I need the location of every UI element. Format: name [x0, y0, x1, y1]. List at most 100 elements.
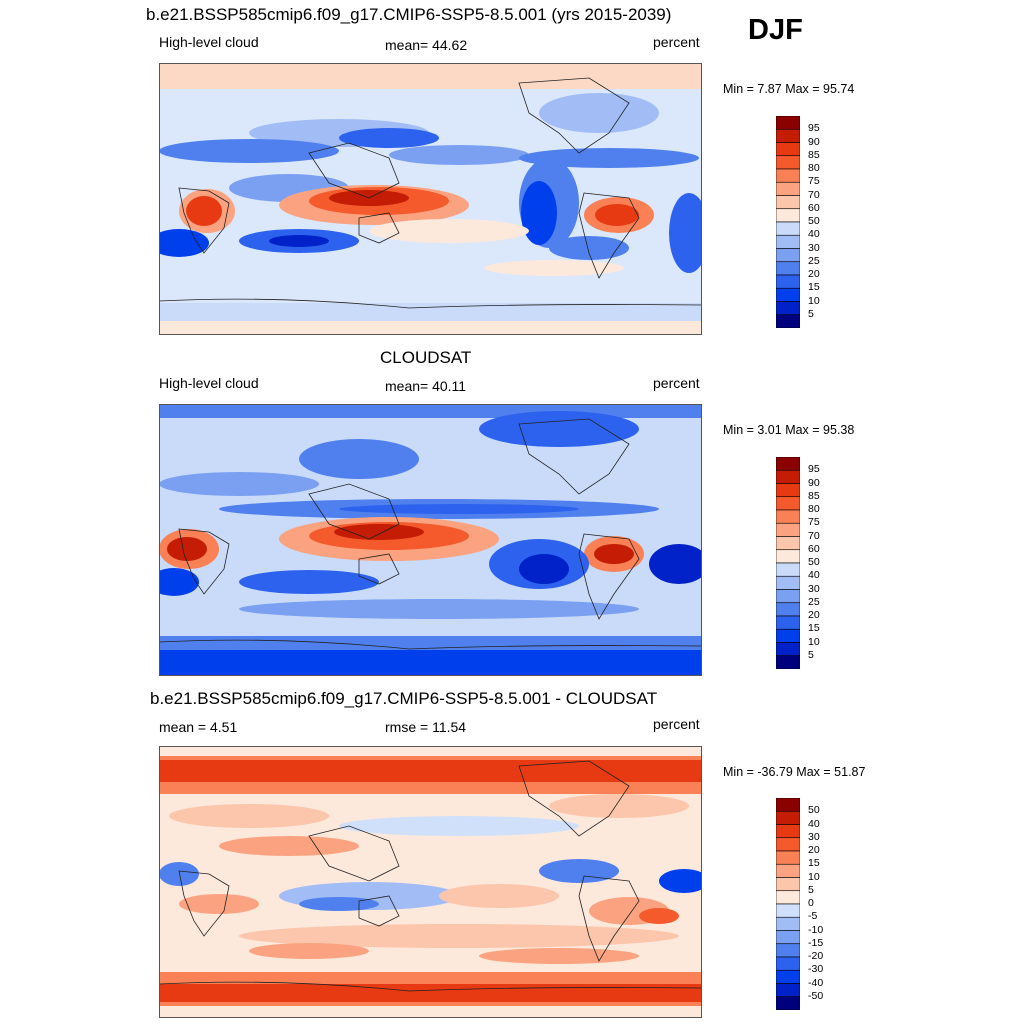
colorbar-tick-label: 85 [808, 489, 820, 502]
colorbar-tick-label: 80 [808, 503, 820, 515]
colorbar-tick-label: 75 [808, 175, 820, 188]
colorbar-tick-label: -20 [808, 950, 824, 962]
colorbar-swatch [776, 155, 800, 170]
colorbar-swatch [776, 248, 800, 263]
colorbar-tick-label: -40 [808, 976, 824, 989]
colorbar-swatch [776, 457, 800, 471]
panel1-variable-label: High-level cloud [159, 34, 259, 50]
colorbar-swatch [776, 522, 800, 537]
colorbar-swatch [776, 615, 800, 630]
colorbar-swatch [776, 261, 800, 276]
colorbar-tick-label: 20 [808, 609, 820, 621]
colorbar-swatch [776, 956, 800, 971]
panel2-minmax: Min = 3.01 Max = 95.38 [723, 423, 855, 437]
colorbar-swatch [776, 642, 800, 657]
colorbar-tick-label: 90 [808, 135, 820, 148]
colorbar-swatch [776, 496, 800, 511]
colorbar-tick-label: -10 [808, 923, 824, 936]
colorbar-swatch [776, 116, 800, 130]
panel1-map [159, 63, 702, 335]
colorbar-swatch [776, 234, 800, 249]
panel2-units-label: percent [653, 375, 700, 391]
colorbar-tick-label: 40 [808, 228, 820, 241]
colorbar-tick-label: 20 [808, 268, 820, 280]
colorbar-tick-label: 80 [808, 162, 820, 174]
colorbar-swatch [776, 824, 800, 839]
colorbar-tick-label: -50 [808, 989, 824, 1002]
colorbar-swatch [776, 850, 800, 865]
colorbar-tick-label: 10 [808, 294, 820, 307]
colorbar-swatch [776, 943, 800, 958]
colorbar-swatch [776, 655, 800, 669]
colorbar-swatch [776, 983, 800, 998]
panel1-title: b.e21.BSSP585cmip6.f09_g17.CMIP6-SSP5-8.… [146, 5, 672, 24]
colorbar-tick-label: -15 [808, 936, 824, 949]
colorbar-swatch [776, 628, 800, 643]
colorbar-tick-label: 40 [808, 817, 820, 830]
colorbar-swatch [776, 128, 800, 143]
colorbar-tick-label: 25 [808, 254, 820, 267]
colorbar-swatch [776, 301, 800, 316]
colorbar-swatch [776, 930, 800, 945]
panel3-title: b.e21.BSSP585cmip6.f09_g17.CMIP6-SSP5-8.… [150, 689, 658, 708]
colorbar-tick-label: 75 [808, 516, 820, 529]
colorbar-tick-label: 20 [808, 844, 820, 856]
colorbar-tick-label: 25 [808, 595, 820, 608]
colorbar-tick-label: 10 [808, 635, 820, 648]
panel2-variable-label: High-level cloud [159, 375, 259, 391]
colorbar-tick-label: 50 [808, 215, 820, 227]
colorbar-swatch [776, 221, 800, 236]
colorbar-tick-label: 15 [808, 622, 820, 635]
colorbar-tick-label: 40 [808, 569, 820, 582]
panel1-minmax: Min = 7.87 Max = 95.74 [723, 82, 855, 96]
colorbar-tick-label: 95 [808, 463, 820, 476]
panel3-map [159, 746, 702, 1018]
colorbar-swatch [776, 208, 800, 223]
colorbar-swatch [776, 509, 800, 524]
colorbar-swatch [776, 890, 800, 905]
colorbar-tick-label: 5 [808, 883, 814, 896]
colorbar-tick-label: 15 [808, 857, 820, 870]
season-label: DJF [748, 14, 803, 46]
panel1-colorbar [776, 116, 800, 328]
panel2-colorbar-labels: 95 90 85 80 75 70 60 50 40 30 25 20 15 10 5 [808, 457, 838, 669]
colorbar-swatch [776, 142, 800, 157]
panel3-rmse-label: rmse = 11.54 [385, 719, 467, 735]
panel2-colorbar [776, 457, 800, 669]
colorbar-swatch [776, 863, 800, 878]
colorbar-swatch [776, 837, 800, 852]
panel3-colorbar-labels: 50 40 30 20 15 10 5 0 -5 -10 -15 -20 -30 -40 -50 [808, 798, 838, 1010]
panel3-units-label: percent [653, 716, 700, 732]
colorbar-tick-label: 5 [808, 648, 814, 661]
colorbar-swatch [776, 575, 800, 590]
panel3-colorbar [776, 798, 800, 1010]
colorbar-swatch [776, 589, 800, 604]
colorbar-tick-label: 70 [808, 529, 820, 542]
colorbar-tick-label: 60 [808, 542, 820, 555]
colorbar-swatch [776, 903, 800, 918]
colorbar-swatch [776, 562, 800, 577]
colorbar-tick-label: 85 [808, 148, 820, 161]
colorbar-tick-label: 60 [808, 201, 820, 214]
colorbar-tick-label: 0 [808, 897, 814, 909]
panel3-mean-label: mean = 4.51 [159, 719, 238, 735]
colorbar-swatch [776, 810, 800, 825]
colorbar-swatch [776, 483, 800, 498]
colorbar-swatch [776, 195, 800, 210]
colorbar-tick-label: 90 [808, 476, 820, 489]
colorbar-tick-label: 50 [808, 804, 820, 817]
colorbar-tick-label: 95 [808, 122, 820, 135]
panel2-map [159, 404, 702, 676]
panel2-mean-label: mean= 40.11 [385, 378, 467, 394]
colorbar-swatch [776, 274, 800, 289]
colorbar-swatch [776, 287, 800, 302]
colorbar-swatch [776, 969, 800, 984]
colorbar-swatch [776, 798, 800, 812]
colorbar-tick-label: 5 [808, 307, 814, 320]
panel2-title: CLOUDSAT [380, 348, 472, 367]
colorbar-tick-label: 30 [808, 830, 820, 843]
colorbar-tick-label: 70 [808, 188, 820, 201]
colorbar-swatch [776, 549, 800, 564]
colorbar-tick-label: -5 [808, 910, 818, 923]
colorbar-tick-label: -30 [808, 963, 824, 976]
